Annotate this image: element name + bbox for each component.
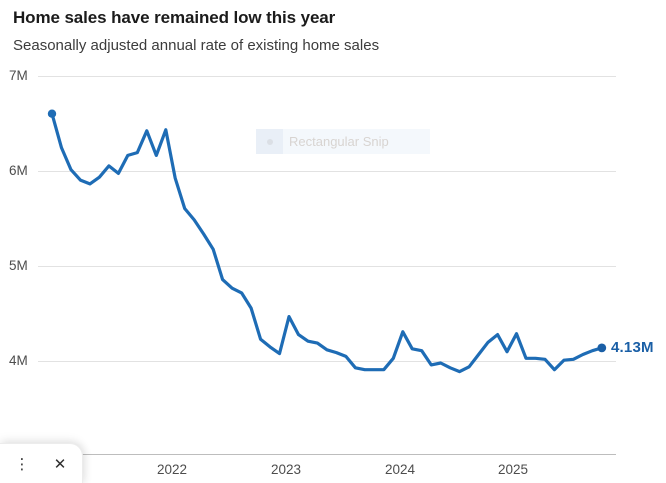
close-button[interactable]: ✕: [45, 449, 75, 479]
chart-subtitle: Seasonally adjusted annual rate of exist…: [13, 37, 380, 54]
snip-dot-icon: [266, 138, 273, 145]
gridline-6m: [38, 171, 616, 172]
y-tick-label-4m: 4M: [9, 353, 28, 368]
snip-mode-iconbox: [256, 129, 283, 154]
y-tick-label-7m: 7M: [9, 68, 28, 83]
kebab-menu-icon: ⋮: [14, 455, 30, 473]
series-end-dot: [597, 343, 607, 353]
gridline-5m: [38, 266, 616, 267]
gridline-4m: [38, 361, 616, 362]
sales-line-path: [50, 112, 604, 374]
snip-tooltip-label: Rectangular Snip: [289, 134, 389, 149]
y-tick-label-5m: 5M: [9, 258, 28, 273]
x-axis-line: [38, 454, 616, 455]
x-tick-label-2025: 2025: [497, 462, 529, 477]
snip-toolbar-panel: ⋮ ✕: [0, 443, 83, 483]
series-start-dot: [47, 109, 57, 118]
y-tick-label-6m: 6M: [9, 163, 28, 178]
x-tick-label-2023: 2023: [270, 462, 302, 477]
x-tick-label-2024: 2024: [384, 462, 416, 477]
x-tick-label-2022: 2022: [156, 462, 188, 477]
close-icon: ✕: [53, 455, 67, 473]
more-options-button[interactable]: ⋮: [7, 449, 37, 479]
chart-title: Home sales have remained low this year: [13, 8, 336, 27]
latest-value-label: 4.13M: [611, 339, 654, 357]
rectangular-snip-tooltip: Rectangular Snip: [256, 129, 430, 154]
gridline-7m: [38, 76, 616, 77]
